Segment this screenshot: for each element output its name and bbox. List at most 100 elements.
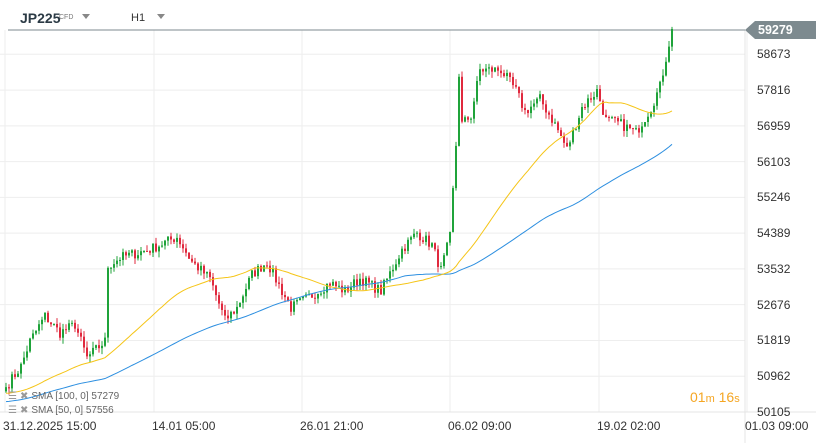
candle-body xyxy=(122,252,124,260)
candle-body xyxy=(50,322,52,325)
symbol-dropdown-icon[interactable] xyxy=(82,14,90,19)
candle-body xyxy=(17,373,19,377)
candle-body xyxy=(368,277,370,283)
candle-body xyxy=(338,285,340,287)
candle-body xyxy=(191,258,193,262)
candle-body xyxy=(629,124,631,129)
candle-body xyxy=(419,232,421,241)
candle-body xyxy=(473,101,475,119)
y-tick-label: 57816 xyxy=(757,83,791,98)
candle-body xyxy=(299,298,301,301)
candle-body xyxy=(146,250,148,252)
candle-body xyxy=(350,287,352,292)
candle-body xyxy=(47,312,49,323)
candle-body xyxy=(443,255,445,267)
candle-body xyxy=(56,323,58,328)
candle-body xyxy=(434,243,436,250)
candle-body xyxy=(671,29,673,47)
candle-body xyxy=(632,128,634,130)
candle-body xyxy=(320,293,322,295)
candle-body xyxy=(617,118,619,122)
x-tick-label: 19.02 02:00 xyxy=(597,419,661,433)
candle-body xyxy=(569,142,571,147)
candle-body xyxy=(143,250,145,252)
candle-body xyxy=(641,126,643,133)
candle-body xyxy=(506,72,508,77)
candle-body xyxy=(227,315,229,319)
legend-sma50[interactable]: ☰ ✖ SMA [50, 0] 57556 xyxy=(8,405,114,416)
indicator-settings-icon[interactable]: ☰ xyxy=(8,405,17,416)
candle-body xyxy=(620,119,622,122)
candle-body xyxy=(422,240,424,242)
legend-sma100[interactable]: ☰ ✖ SMA [100, 0] 57279 xyxy=(8,391,120,402)
candle-countdown: 01m 16s xyxy=(690,389,740,405)
chart-header: JP225 CFD H1 xyxy=(0,0,816,30)
candle-body xyxy=(86,347,88,357)
candle-body xyxy=(380,285,382,295)
candle-body xyxy=(230,311,232,319)
candle-body xyxy=(314,297,316,299)
candle-body xyxy=(599,89,601,102)
candle-body xyxy=(521,93,523,108)
candle-body xyxy=(257,265,259,277)
candle-body xyxy=(104,337,106,346)
candle-body xyxy=(65,329,67,331)
symbol-selector[interactable]: JP225 xyxy=(20,10,61,26)
candle-body xyxy=(68,323,70,330)
candle-body xyxy=(557,122,559,131)
candle-body xyxy=(326,283,328,293)
candle-body xyxy=(407,239,409,251)
candle-body xyxy=(587,98,589,108)
y-tick-label: 56959 xyxy=(757,118,791,133)
indicator-settings-icon[interactable]: ☰ xyxy=(8,391,17,402)
candle-body xyxy=(161,245,163,247)
x-tick-label: 01.03 09:00 xyxy=(745,419,809,433)
x-tick-label: 31.12.2025 15:00 xyxy=(3,419,97,433)
candle-body xyxy=(653,105,655,112)
candle-body xyxy=(263,265,265,272)
y-tick-label: 58673 xyxy=(757,47,791,62)
candle-body xyxy=(77,328,79,333)
candle-body xyxy=(563,136,565,143)
candle-body xyxy=(590,98,592,100)
candle-body xyxy=(5,387,7,392)
candle-body xyxy=(62,329,64,338)
candle-body xyxy=(317,293,319,299)
candle-body xyxy=(536,98,538,104)
candle-body xyxy=(647,116,649,123)
timeframe-dropdown-icon[interactable] xyxy=(157,14,165,19)
candle-body xyxy=(206,271,208,274)
candle-body xyxy=(593,96,595,100)
candle-body xyxy=(395,264,397,270)
candle-body xyxy=(182,244,184,249)
candle-body xyxy=(476,80,478,102)
candle-body xyxy=(203,265,205,274)
candle-body xyxy=(470,118,472,120)
candle-body xyxy=(128,252,130,256)
timeframe-selector[interactable]: H1 xyxy=(131,12,146,24)
candle-body xyxy=(158,246,160,252)
candle-body xyxy=(449,231,451,243)
candle-body xyxy=(374,281,376,293)
x-tick-label: 06.02 09:00 xyxy=(448,419,512,433)
candle-body xyxy=(356,279,358,286)
candle-body xyxy=(410,237,412,240)
remove-indicator-icon[interactable]: ✖ xyxy=(19,391,29,402)
candle-body xyxy=(428,235,430,247)
candle-body xyxy=(467,117,469,120)
candle-body xyxy=(548,112,550,115)
y-tick-label: 55246 xyxy=(757,190,791,205)
candle-body xyxy=(140,251,142,256)
candle-body xyxy=(287,297,289,302)
candle-body xyxy=(581,106,583,118)
candle-body xyxy=(650,111,652,117)
sma50-line xyxy=(5,101,673,394)
y-tick-label: 56103 xyxy=(757,154,791,169)
remove-indicator-icon[interactable]: ✖ xyxy=(19,405,29,416)
candle-body xyxy=(200,265,202,271)
candle-body xyxy=(53,323,55,325)
candle-body xyxy=(425,235,427,242)
candle-body xyxy=(26,351,28,358)
candle-body xyxy=(35,330,37,334)
